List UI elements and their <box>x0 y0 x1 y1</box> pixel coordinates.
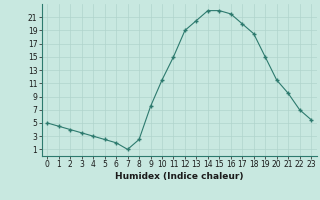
X-axis label: Humidex (Indice chaleur): Humidex (Indice chaleur) <box>115 172 244 181</box>
